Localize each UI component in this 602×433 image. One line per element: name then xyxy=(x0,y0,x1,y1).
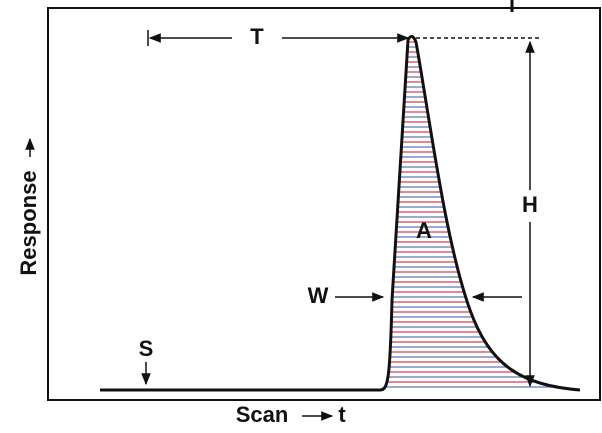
width-label: W xyxy=(308,283,329,308)
y-axis-label: Response xyxy=(16,170,41,275)
x-axis-label: Scan xyxy=(236,402,289,427)
y-axis-label-group: Response xyxy=(16,137,41,276)
area-label: A xyxy=(416,218,432,243)
height-label: H xyxy=(522,192,538,217)
frame xyxy=(47,7,601,401)
x-axis-symbol: t xyxy=(338,402,346,427)
signal-label: S xyxy=(139,336,154,361)
retention-time-label: T xyxy=(250,24,264,49)
peak-curve xyxy=(100,35,581,392)
